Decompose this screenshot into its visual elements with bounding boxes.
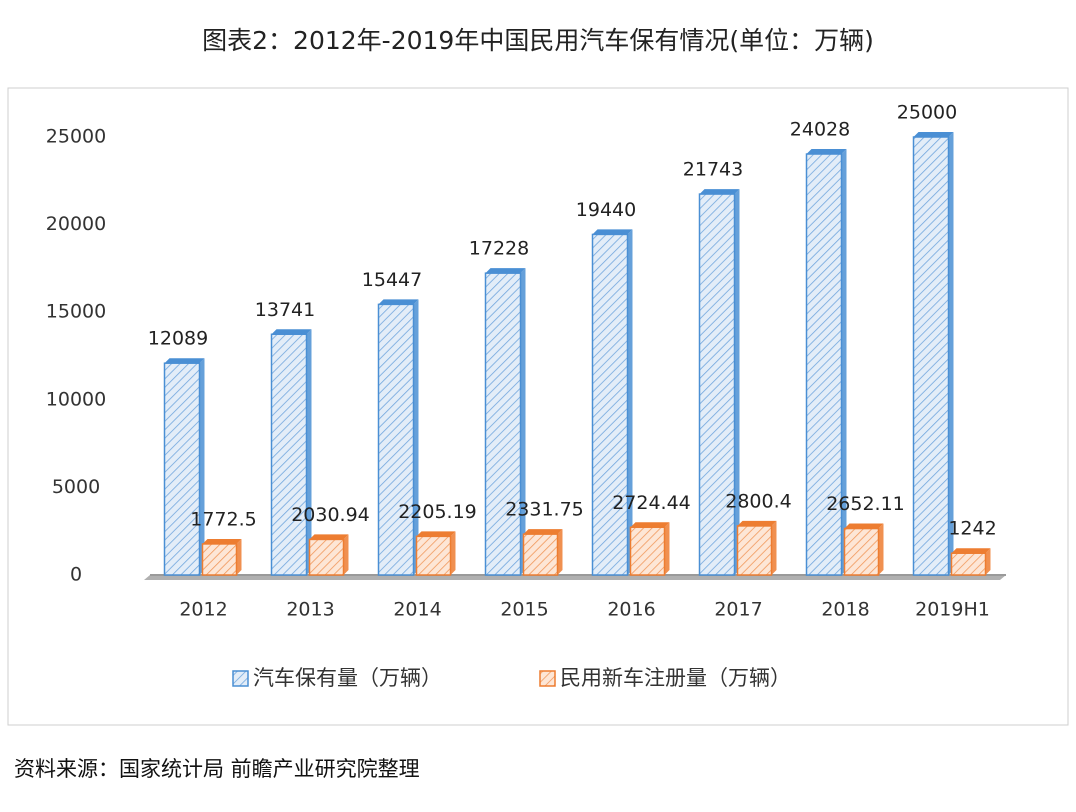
legend-label: 汽车保有量（万辆） <box>253 666 442 690</box>
bar-side <box>878 523 884 575</box>
bar-top <box>630 522 670 528</box>
bar <box>698 193 736 576</box>
bar-side <box>557 529 563 575</box>
legend-swatch <box>232 670 249 687</box>
bar-side <box>450 531 456 575</box>
bar-side <box>236 538 242 575</box>
bar <box>591 233 629 576</box>
x-tick-label: 2019H1 <box>915 599 990 621</box>
value-label: 19440 <box>576 199 636 221</box>
bar-top <box>271 329 312 335</box>
bar-top <box>913 132 954 137</box>
y-tick-label: 20000 <box>46 213 106 235</box>
bar-top <box>699 189 740 195</box>
x-tick-label: 2016 <box>607 599 655 621</box>
bar <box>377 303 415 576</box>
bar <box>805 153 843 576</box>
floor <box>144 575 1006 580</box>
bar-side <box>199 358 205 575</box>
bar-top <box>592 229 633 235</box>
plot-frame <box>7 87 1069 726</box>
value-label: 2724.44 <box>612 492 691 514</box>
y-tick-label: 0 <box>70 564 82 586</box>
bar-top <box>951 548 991 554</box>
x-tick-label: 2015 <box>500 599 548 621</box>
value-label: 13741 <box>255 299 315 321</box>
value-label: 25000 <box>897 102 957 124</box>
bar-top <box>164 358 205 364</box>
source-note: 资料来源：国家统计局 前瞻产业研究院整理 <box>14 757 420 781</box>
bar-side <box>985 548 991 575</box>
bar-top <box>523 529 563 535</box>
bar <box>522 533 559 576</box>
bar-top <box>806 149 847 155</box>
y-tick-label: 10000 <box>46 388 106 410</box>
bar <box>912 136 950 576</box>
bar <box>629 526 666 576</box>
bar-top <box>202 538 242 544</box>
value-label: 1772.5 <box>190 508 256 530</box>
bar-side <box>413 299 419 575</box>
bar <box>484 272 522 576</box>
x-tick-label: 2017 <box>714 599 762 621</box>
value-label: 24028 <box>790 119 850 141</box>
bar-side <box>664 522 670 575</box>
bar-top <box>309 534 349 540</box>
bar <box>163 362 201 576</box>
value-label: 12089 <box>148 328 208 350</box>
bar <box>950 552 987 576</box>
bar <box>843 527 880 576</box>
bar-top <box>485 268 526 274</box>
x-tick-label: 2014 <box>393 599 441 621</box>
x-tick-label: 2012 <box>179 599 227 621</box>
bar <box>308 538 345 576</box>
y-tick-label: 5000 <box>52 476 100 498</box>
bar-top <box>416 531 456 537</box>
value-label: 2030.94 <box>291 504 370 526</box>
value-label: 21743 <box>683 159 743 181</box>
bar-side <box>948 132 954 575</box>
value-label: 2331.75 <box>505 499 584 521</box>
value-label: 2205.19 <box>398 501 477 523</box>
chart-title: 图表2：2012年-2019年中国民用汽车保有情况(单位：万辆) <box>202 26 874 55</box>
value-label: 2652.11 <box>826 493 905 515</box>
bar <box>270 333 308 576</box>
bar-side <box>734 189 740 576</box>
bar <box>736 525 773 576</box>
x-tick-label: 2013 <box>286 599 334 621</box>
value-label: 2800.4 <box>725 490 791 512</box>
x-tick-label: 2018 <box>821 599 869 621</box>
value-label: 17228 <box>469 238 529 260</box>
y-tick-label: 25000 <box>46 126 106 148</box>
bar-side <box>306 329 312 575</box>
y-tick-label: 15000 <box>46 301 106 323</box>
bar-top <box>378 299 419 305</box>
bar-side <box>771 520 777 575</box>
bar-side <box>520 268 526 575</box>
value-label: 15447 <box>362 269 422 291</box>
bar-side <box>841 149 847 576</box>
bar-top <box>844 523 884 529</box>
bar-side <box>343 534 349 575</box>
bar-top <box>737 520 777 526</box>
bar <box>415 535 452 576</box>
value-label: 1242 <box>948 518 996 540</box>
legend-swatch <box>539 670 556 687</box>
bar-side <box>627 229 633 575</box>
legend-label: 民用新车注册量（万辆） <box>560 666 791 690</box>
bar <box>201 543 238 576</box>
